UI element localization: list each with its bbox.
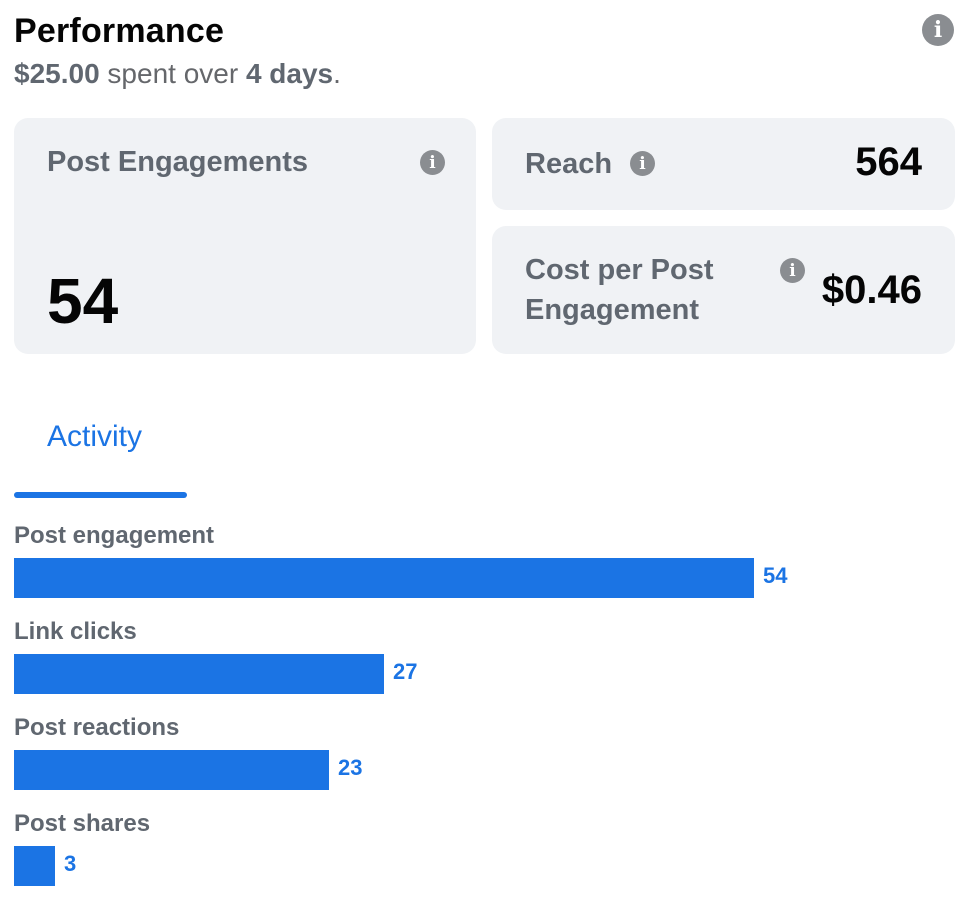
bar-label: Post engagement — [14, 522, 215, 549]
bar-value-label: 54 — [763, 563, 788, 588]
cost-per-engagement-value: $0.46 — [821, 268, 922, 312]
bar-label: Post reactions — [14, 714, 180, 741]
spent-duration: 4 days — [245, 58, 334, 89]
bar-row: Post shares 3 — [14, 806, 964, 902]
bar — [14, 558, 754, 598]
post-engagements-label: Post Engagements — [47, 146, 309, 178]
reach-value: 564 — [855, 140, 922, 184]
tab-active-underline — [14, 492, 187, 498]
bar-row: Post reactions 23 — [14, 710, 964, 806]
bar-label: Post shares — [14, 810, 151, 837]
post-engagements-card: Post Engagements i 54 — [14, 118, 476, 354]
post-engagements-value: 54 — [47, 265, 119, 337]
info-icon[interactable]: i — [630, 151, 655, 176]
performance-title: Performance — [14, 12, 225, 50]
spend-summary: $25.00 spent over 4 days. — [14, 58, 341, 90]
info-icon[interactable]: i — [420, 150, 445, 175]
bar-value-label: 23 — [338, 755, 363, 780]
cost-per-engagement-label: Cost per Post Engagement — [525, 254, 714, 326]
info-icon[interactable]: i — [922, 14, 954, 46]
bar — [14, 750, 329, 790]
bar-label: Link clicks — [14, 618, 137, 645]
bar-value-label: 27 — [393, 659, 418, 684]
bar-row: Post engagement 54 — [14, 518, 964, 614]
tab-activity[interactable]: Activity — [14, 408, 187, 498]
bar — [14, 846, 55, 886]
spent-text: spent over — [107, 58, 239, 89]
cost-per-engagement-card: Cost per Post Engagement i $0.46 — [492, 226, 955, 354]
tab-activity-label: Activity — [47, 420, 143, 453]
reach-card: Reach i 564 — [492, 118, 955, 210]
spent-amount: $25.00 — [14, 58, 100, 89]
bar-row: Link clicks 27 — [14, 614, 964, 710]
info-icon[interactable]: i — [780, 258, 805, 283]
spent-period: . — [333, 58, 341, 89]
bar — [14, 654, 384, 694]
bar-value-label: 3 — [64, 851, 77, 876]
reach-label: Reach — [525, 148, 613, 180]
